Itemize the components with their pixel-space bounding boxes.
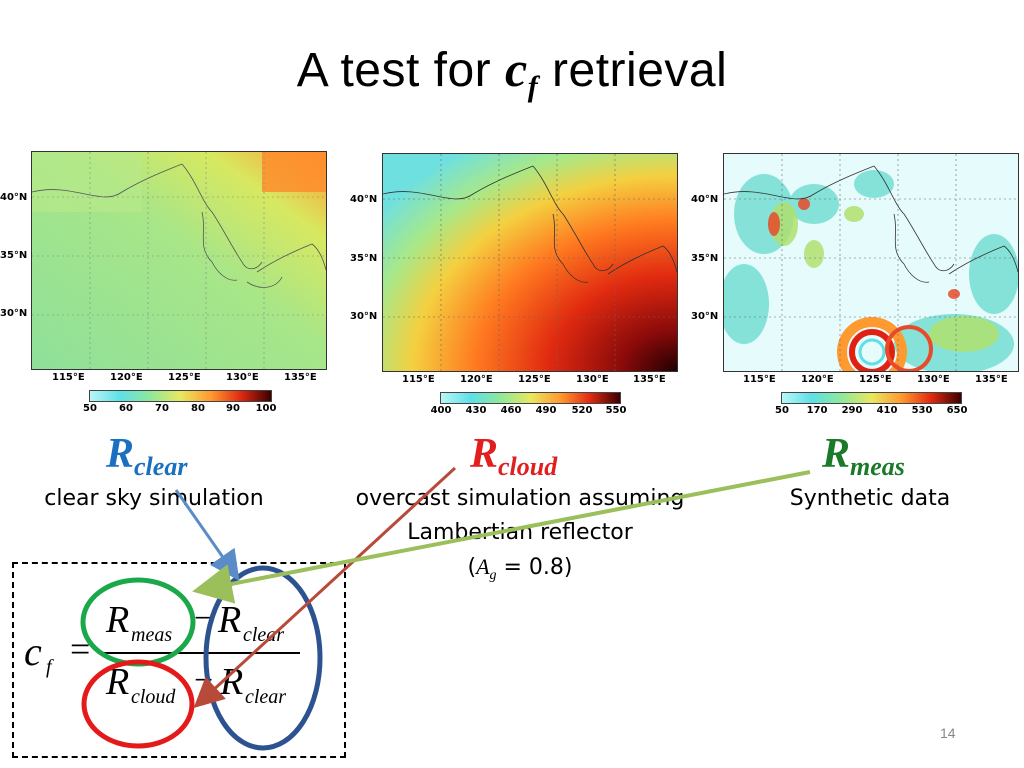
map-clear-colorbar-tick: 50 xyxy=(83,403,97,414)
map-clear-lat-label: 40°N xyxy=(0,192,28,203)
map-cloud-image xyxy=(383,154,677,371)
map-clear-lat-label: 35°N xyxy=(0,250,28,261)
formula-minus-top: − xyxy=(194,600,214,637)
formula-lhs: c xyxy=(24,629,42,674)
title-variable: c xyxy=(505,41,528,97)
map-clear-lon-label: 135°E xyxy=(284,372,317,383)
formula-num-a: R xyxy=(106,599,130,641)
map-cloud-colorbar xyxy=(440,392,621,404)
r-cloud-subscript: cloud xyxy=(498,452,558,481)
map-clear xyxy=(31,151,327,370)
title-suffix: retrieval xyxy=(538,44,728,97)
map-meas-lat-label: 40°N xyxy=(691,194,719,205)
r-meas-label: Rmeas xyxy=(822,430,905,482)
map-cloud-colorbar-tick: 550 xyxy=(605,405,627,416)
formula-den-b-subscript: clear xyxy=(245,686,287,708)
r-clear-symbol: R xyxy=(106,431,135,477)
map-meas-colorbar xyxy=(781,392,962,404)
r-cloud-description-line2: Lambertian reflector xyxy=(407,520,633,545)
map-clear-lat-label: 30°N xyxy=(0,308,28,319)
map-clear-colorbar-tick: 100 xyxy=(255,403,277,414)
title-prefix: A test for xyxy=(296,44,505,97)
r-clear-subscript: clear xyxy=(134,452,188,481)
albedo-subscript: g xyxy=(489,568,497,583)
map-clear-lon-label: 130°E xyxy=(226,372,259,383)
map-meas-lon-label: 120°E xyxy=(801,374,834,385)
albedo-symbol: A xyxy=(476,554,490,579)
formula-den-b: R xyxy=(220,661,244,703)
map-clear-colorbar xyxy=(89,390,272,402)
formula-num-a-subscript: meas xyxy=(131,624,173,646)
formula-num-b: R xyxy=(218,599,242,641)
map-cloud-colorbar-tick: 430 xyxy=(465,405,487,416)
r-cloud-label: Rcloud xyxy=(470,430,557,482)
map-clear-lon-label: 120°E xyxy=(110,372,143,383)
map-cloud xyxy=(382,153,678,372)
map-meas-lon-label: 135°E xyxy=(975,374,1008,385)
map-cloud-colorbar-tick: 520 xyxy=(571,405,593,416)
formula-box xyxy=(12,562,346,758)
formula-lhs-subscript: f xyxy=(46,656,52,678)
map-meas-colorbar-tick: 50 xyxy=(775,405,789,416)
r-clear-label: Rclear xyxy=(106,430,187,482)
formula-den-a: R xyxy=(106,661,130,703)
map-cloud-lon-label: 125°E xyxy=(518,374,551,385)
r-meas-description: Synthetic data xyxy=(789,486,951,511)
map-cloud-lon-label: 120°E xyxy=(460,374,493,385)
map-cloud-lat-label: 40°N xyxy=(350,194,378,205)
map-meas-lat-label: 30°N xyxy=(691,311,719,322)
map-meas-colorbar-tick: 290 xyxy=(841,405,863,416)
r-meas-symbol: R xyxy=(822,431,851,477)
r-cloud-symbol: R xyxy=(470,431,499,477)
slide-title: A test for cf retrieval xyxy=(0,40,1024,104)
map-cloud-colorbar-tick: 490 xyxy=(535,405,557,416)
r-clear-description: clear sky simulation xyxy=(44,486,264,511)
map-meas xyxy=(723,153,1019,372)
map-cloud-lon-label: 130°E xyxy=(576,374,609,385)
map-clear-lon-label: 125°E xyxy=(168,372,201,383)
title-variable-subscript: f xyxy=(527,70,539,103)
map-clear-colorbar-tick: 90 xyxy=(226,403,240,414)
formula-equals: = xyxy=(70,629,91,669)
map-cloud-lat-label: 30°N xyxy=(350,311,378,322)
map-meas-lon-label: 125°E xyxy=(859,374,892,385)
map-clear-colorbar-tick: 60 xyxy=(119,403,133,414)
map-meas-lat-label: 35°N xyxy=(691,253,719,264)
page-number: 14 xyxy=(940,725,956,741)
map-cloud-lon-label: 115°E xyxy=(402,374,435,385)
map-clear-colorbar-tick: 70 xyxy=(155,403,169,414)
formula-minus-bottom: − xyxy=(194,662,214,699)
map-meas-colorbar-tick: 410 xyxy=(876,405,898,416)
map-meas-lon-label: 130°E xyxy=(917,374,950,385)
formula-den-a-subscript: cloud xyxy=(131,686,176,708)
formula-num-b-subscript: clear xyxy=(243,624,285,646)
r-meas-subscript: meas xyxy=(850,452,905,481)
map-cloud-lat-label: 35°N xyxy=(350,253,378,264)
map-cloud-colorbar-tick: 460 xyxy=(500,405,522,416)
map-clear-lon-label: 115°E xyxy=(52,372,85,383)
r-cloud-description: overcast simulation assuming Lambertian … xyxy=(320,482,720,593)
fraction-bar xyxy=(100,652,300,654)
r-cloud-description-line3: (Ag = 0.8) xyxy=(467,554,573,583)
map-meas-colorbar-tick: 170 xyxy=(806,405,828,416)
map-clear-colorbar-tick: 80 xyxy=(191,403,205,414)
map-cloud-colorbar-tick: 400 xyxy=(430,405,452,416)
map-meas-lon-label: 115°E xyxy=(743,374,776,385)
map-cloud-lon-label: 135°E xyxy=(633,374,666,385)
map-meas-colorbar-tick: 530 xyxy=(911,405,933,416)
map-clear-image xyxy=(32,152,326,369)
r-cloud-description-line1: overcast simulation assuming xyxy=(355,486,685,511)
map-meas-image xyxy=(724,154,1018,371)
map-meas-colorbar-tick: 650 xyxy=(946,405,968,416)
